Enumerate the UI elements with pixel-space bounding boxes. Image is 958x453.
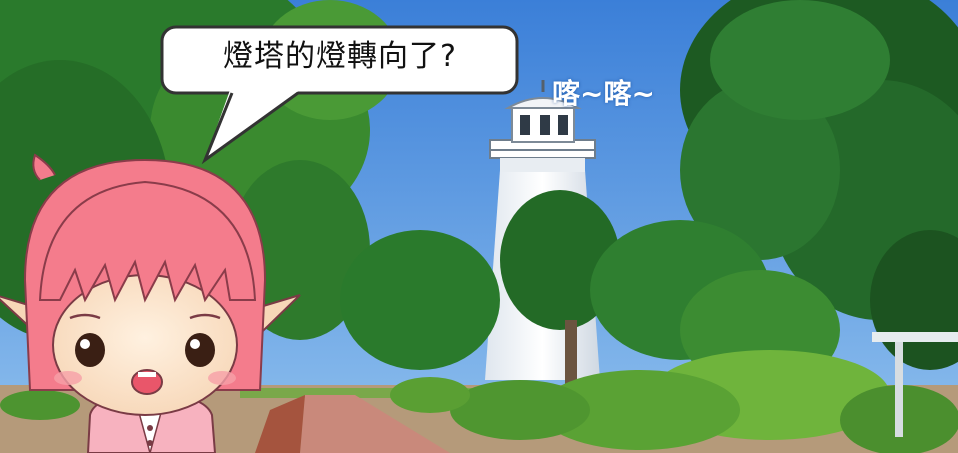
- pink-hair-elf-girl-icon: [0, 153, 301, 453]
- sound-effect-text: 喀~喀~: [552, 77, 655, 110]
- middle-trees: [340, 190, 840, 390]
- speech-bubble-text: 燈塔的燈轉向了?: [223, 39, 457, 74]
- speech-bubble: [160, 25, 519, 165]
- hedges: [0, 350, 958, 453]
- pergola: [872, 332, 958, 437]
- brick-path: [300, 395, 450, 453]
